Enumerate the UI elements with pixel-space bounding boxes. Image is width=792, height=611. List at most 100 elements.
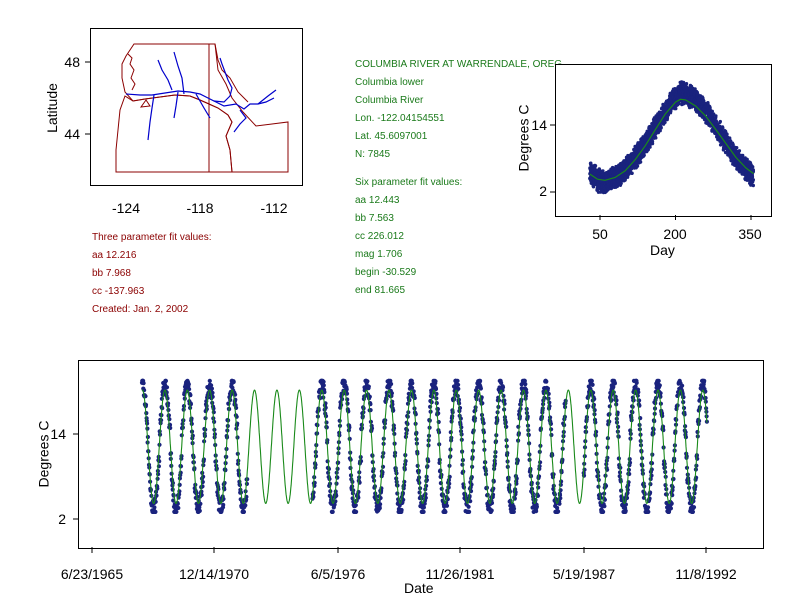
timeseries-point	[330, 509, 335, 514]
timeseries-point	[548, 421, 554, 426]
timeseries-point	[556, 509, 561, 514]
timeseries-point	[354, 509, 359, 514]
timeseries-point	[403, 459, 408, 464]
state-border-idaho	[208, 43, 289, 173]
timeseries-point	[646, 509, 651, 514]
timeseries-point	[544, 379, 549, 384]
timeseries-point	[444, 503, 450, 508]
timeseries-point	[695, 456, 700, 461]
map-ytick-44: 44	[64, 126, 80, 142]
timeseries-ytick-2: 2	[58, 511, 66, 527]
timeseries-point	[321, 383, 326, 388]
timeseries-point	[164, 385, 170, 390]
timeseries-point	[166, 401, 171, 406]
timeseries-point	[466, 504, 471, 509]
three-param-created: Created: Jan. 2, 2002	[92, 304, 189, 315]
timeseries-point	[176, 505, 181, 511]
yakima-river	[157, 59, 173, 91]
timeseries-point	[421, 505, 426, 510]
timeseries-point	[457, 405, 463, 411]
timeseries-point	[365, 379, 370, 384]
clearwater-river	[257, 89, 277, 105]
timeseries-point	[590, 382, 595, 387]
columbia-river	[125, 57, 233, 103]
timeseries-point	[221, 502, 226, 507]
timeseries-point	[623, 508, 628, 513]
deschutes-river	[173, 91, 179, 119]
timeseries-point	[186, 382, 191, 387]
timeseries-point	[410, 385, 415, 390]
timeseries-point	[421, 509, 426, 514]
timeseries-point	[390, 402, 395, 407]
timeseries-point	[448, 430, 453, 435]
seasonal-point	[593, 164, 598, 168]
timeseries-point	[478, 386, 483, 391]
timeseries-point	[656, 378, 661, 383]
timeseries-xtick-1970: 12/14/1970	[178, 566, 250, 582]
six-param-aa: aa 12.443	[355, 195, 400, 206]
station-lat: Lat. 45.6097001	[355, 131, 428, 142]
timeseries-point	[455, 378, 460, 383]
timeseries-point	[690, 509, 696, 514]
timeseries-point	[536, 474, 542, 479]
timeseries-point	[504, 424, 509, 429]
timeseries-point	[500, 385, 506, 390]
timeseries-point	[602, 504, 607, 509]
timeseries-point	[141, 381, 146, 386]
timeseries-point	[458, 416, 463, 421]
timeseries-point	[596, 484, 601, 489]
timeseries-point	[197, 508, 202, 513]
timeseries-point	[559, 479, 564, 484]
timeseries-point	[443, 509, 448, 514]
timeseries-point	[536, 485, 541, 490]
timeseries-point	[680, 383, 685, 388]
timeseries-point	[380, 470, 385, 475]
timeseries-point	[511, 506, 517, 511]
timeseries-point	[534, 504, 540, 509]
timeseries-point	[649, 461, 655, 466]
map-xtick-118: -118	[186, 200, 214, 216]
timeseries-point	[410, 381, 415, 386]
map-xtick-112: -112	[260, 200, 288, 216]
timeseries-ytick-14: 14	[50, 426, 66, 442]
timeseries-point	[661, 428, 666, 433]
three-param-aa: aa 12.216	[92, 250, 137, 261]
timeseries-point	[616, 456, 622, 461]
six-param-bb: bb 7.563	[355, 213, 394, 224]
six-param-begin: begin -30.529	[355, 267, 417, 278]
timeseries-point	[461, 485, 467, 490]
timeseries-point	[167, 417, 172, 422]
timeseries-point	[366, 384, 371, 389]
timeseries-point	[478, 378, 483, 383]
columbia-mouth	[139, 99, 151, 108]
timeseries-point	[611, 384, 616, 390]
timeseries-point	[152, 505, 157, 510]
timeseries-point	[523, 382, 528, 387]
seasonal-point	[635, 164, 640, 168]
timeseries-point	[324, 420, 329, 425]
timeseries-point	[348, 473, 354, 478]
timeseries-point	[538, 460, 543, 465]
timeseries-point	[389, 381, 394, 387]
timeseries-point	[489, 508, 494, 513]
timeseries-xtick-1992: 11/8/1992	[675, 566, 737, 582]
timeseries-point	[241, 509, 246, 514]
willamette-river	[147, 94, 155, 141]
seasonal-point	[591, 185, 596, 189]
station-river: Columbia River	[355, 95, 424, 106]
timeseries-point	[589, 378, 594, 383]
timeseries-xtick-1987: 5/19/1987	[552, 566, 616, 582]
timeseries-xtick-1965: 6/23/1965	[60, 566, 124, 582]
map-xtick-124: -124	[111, 200, 141, 216]
john-day-river	[195, 93, 211, 119]
six-param-title: Six parameter fit values:	[355, 177, 463, 188]
six-param-block: Six parameter fit values: aa 12.443 bb 7…	[355, 174, 462, 300]
timeseries-point	[702, 378, 707, 383]
timeseries-point	[325, 459, 330, 464]
timeseries-point	[549, 427, 554, 432]
station-info-block: COLUMBIA RIVER AT WARRENDALE, OREG. Colu…	[355, 56, 565, 164]
timeseries-point	[594, 429, 599, 434]
